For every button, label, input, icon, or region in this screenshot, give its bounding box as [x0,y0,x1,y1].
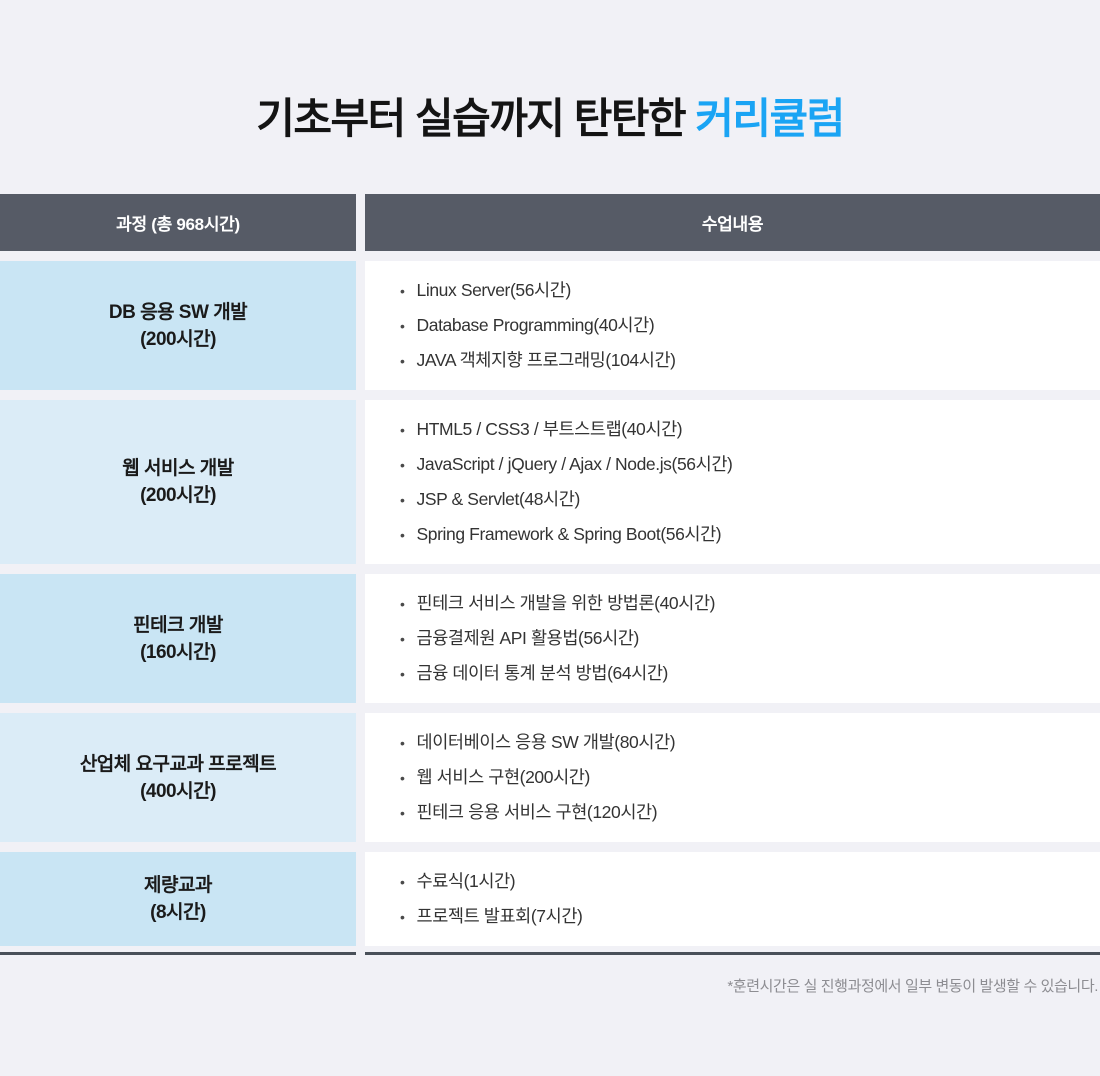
bullet-icon: • [400,457,405,473]
bullet-icon: • [400,596,405,612]
bullet-icon: • [400,874,405,890]
lesson-list: • HTML5 / CSS3 / 부트스트랩(40시간) • JavaScript /… [400,412,733,552]
header-content-column: 수업내용 [365,194,1100,251]
content-cell: • HTML5 / CSS3 / 부트스트랩(40시간) • JavaScript /… [365,400,1100,564]
course-name: 제량교과 [144,875,212,896]
content-cell: • 핀테크 서비스 개발을 위한 방법론(40시간) • 금융결제원 API 활용법(… [365,574,1100,703]
lesson-item: • 프로젝트 발표회(7시간) [400,899,583,934]
header-course-column: 과정 (총 968시간) [0,194,356,251]
bullet-icon: • [400,909,405,925]
content-cell: • Linux Server(56시간) • Database Programming… [365,261,1100,390]
lesson-text: 웹 서비스 구현(200시간) [416,767,591,787]
bottom-border-right [365,952,1100,955]
lesson-list: • 수료식(1시간) • 프로젝트 발표회(7시간) [400,864,583,934]
course-cell: 산업체 요구교과 프로젝트 (400시간) [0,713,356,842]
bullet-icon: • [400,318,405,334]
course-hours: (200시간) [140,328,216,350]
course-name: 핀테크 개발 [133,614,223,636]
bullet-icon: • [400,631,405,647]
lesson-item: • Linux Server(56시간) [400,273,676,308]
title-accent: 커리큘럼 [695,95,845,142]
table-row: 산업체 요구교과 프로젝트 (400시간) • 데이터베이스 응용 SW 개발(8… [0,713,1100,842]
lesson-text: 핀테크 응용 서비스 구현(120시간) [416,802,658,822]
table-bottom-border [0,952,1100,955]
lesson-item: • 핀테크 서비스 개발을 위한 방법론(40시간) [400,586,715,621]
lesson-item: • 수료식(1시간) [400,864,582,899]
bullet-icon: • [400,666,405,682]
lesson-text: JAVA 객체지향 프로그래밍(104시간) [416,350,676,370]
bullet-icon: • [400,527,405,543]
lesson-text: 핀테크 서비스 개발을 위한 방법론(40시간) [416,593,716,613]
lesson-item: • JavaScript / jQuery / Ajax / Node.js(56… [400,447,733,482]
lesson-item: • 데이터베이스 응용 SW 개발(80시간) [400,725,676,760]
course-hours: (160시간) [140,641,216,663]
table-row: DB 응용 SW 개발 (200시간) • Linux Server(56시간) •… [0,261,1100,390]
bottom-border-left [0,952,356,955]
bullet-icon: • [400,805,405,821]
bullet-icon: • [400,492,405,508]
curriculum-table: 과정 (총 968시간) 수업내용 DB 응용 SW 개발 (200시간) • L… [0,194,1100,955]
lesson-list: • Linux Server(56시간) • Database Programming… [400,273,676,378]
bullet-icon: • [400,735,405,751]
lesson-text: 금융결제원 API 활용법(56시간) [416,628,640,648]
table-row: 핀테크 개발 (160시간) • 핀테크 서비스 개발을 위한 방법론(40시간)… [0,574,1100,703]
course-hours: (200시간) [140,485,216,506]
course-name: 산업체 요구교과 프로젝트 [79,753,277,775]
lesson-text: Database Programming(40시간) [416,315,655,335]
table-rows: DB 응용 SW 개발 (200시간) • Linux Server(56시간) •… [0,261,1100,946]
lesson-item: • 핀테크 응용 서비스 구현(120시간) [400,795,675,830]
lesson-text: Linux Server(56시간) [416,280,572,300]
course-cell: DB 응용 SW 개발 (200시간) [0,261,356,390]
table-row: 제량교과 (8시간) • 수료식(1시간) • 프로젝트 발표회(7시간) [0,852,1100,946]
lesson-text: JavaScript / jQuery / Ajax / Node.js(56시… [416,454,733,474]
lesson-item: • 금융 데이터 통계 분석 방법(64시간) [400,656,715,691]
bullet-icon: • [400,422,405,438]
bullet-icon: • [400,353,405,369]
lesson-text: HTML5 / CSS3 / 부트스트랩(40시간) [416,419,683,439]
lesson-item: • JSP & Servlet(48시간) [400,482,732,517]
page-title: 기초부터 실습까지 탄탄한 커리큘럼 [0,0,1100,148]
lesson-item: • Spring Framework & Spring Boot(56시간) [400,517,732,552]
lesson-text: 금융 데이터 통계 분석 방법(64시간) [416,663,669,683]
course-name: 웹 서비스 개발 [122,458,234,479]
lesson-list: • 핀테크 서비스 개발을 위한 방법론(40시간) • 금융결제원 API 활용법(… [400,586,715,691]
table-row: 웹 서비스 개발 (200시간) • HTML5 / CSS3 / 부트스트랩(4… [0,400,1100,564]
lesson-item: • HTML5 / CSS3 / 부트스트랩(40시간) [400,412,732,447]
content-cell: • 수료식(1시간) • 프로젝트 발표회(7시간) [365,852,1100,946]
course-cell: 제량교과 (8시간) [0,852,356,946]
lesson-text: JSP & Servlet(48시간) [416,489,581,509]
content-cell: • 데이터베이스 응용 SW 개발(80시간) • 웹 서비스 구현(200시간) • 핀… [365,713,1100,842]
lesson-text: 데이터베이스 응용 SW 개발(80시간) [416,732,676,752]
course-name: DB 응용 SW 개발 [108,301,248,323]
footnote: *훈련시간은 실 진행과정에서 일부 변동이 발생할 수 있습니다. [727,978,1098,995]
table-header-row: 과정 (총 968시간) 수업내용 [0,194,1100,251]
lesson-text: 수료식(1시간) [416,871,516,891]
course-hours: (8시간) [150,902,206,923]
title-text: 기초부터 실습까지 탄탄한 [256,95,686,142]
course-cell: 웹 서비스 개발 (200시간) [0,400,356,564]
course-hours: (400시간) [140,780,216,802]
lesson-text: Spring Framework & Spring Boot(56시간) [416,524,722,544]
bullet-icon: • [400,770,405,786]
lesson-item: • 웹 서비스 구현(200시간) [400,760,675,795]
lesson-item: • 금융결제원 API 활용법(56시간) [400,621,715,656]
course-cell: 핀테크 개발 (160시간) [0,574,356,703]
lesson-text: 프로젝트 발표회(7시간) [416,906,583,926]
lesson-item: • JAVA 객체지향 프로그래밍(104시간) [400,343,676,378]
lesson-list: • 데이터베이스 응용 SW 개발(80시간) • 웹 서비스 구현(200시간) • 핀… [400,725,676,830]
lesson-item: • Database Programming(40시간) [400,308,676,343]
bullet-icon: • [400,283,405,299]
